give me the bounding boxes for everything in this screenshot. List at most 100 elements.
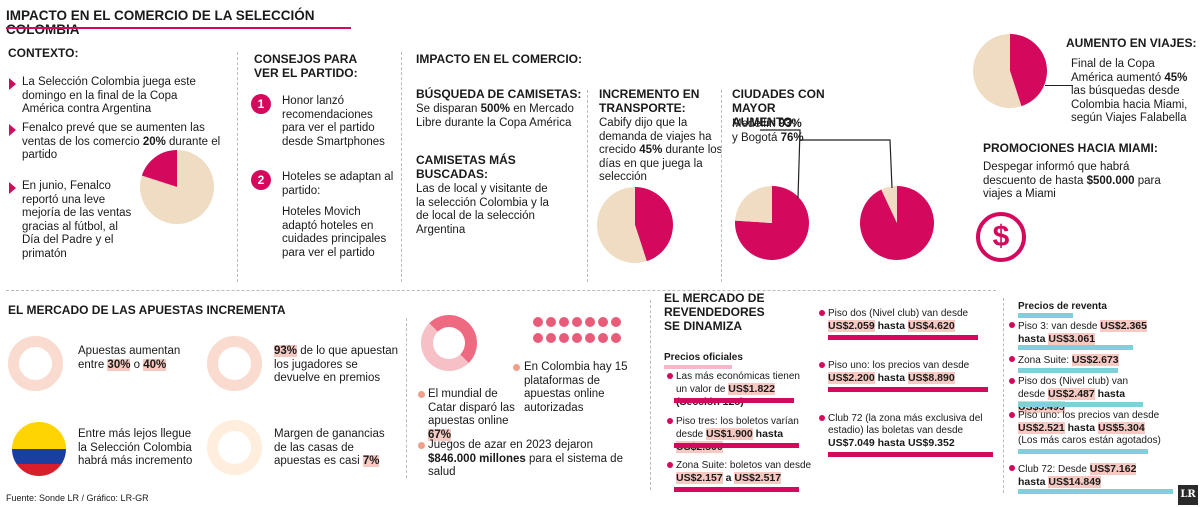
bullet-icon: [819, 415, 825, 421]
leader-lines: [760, 129, 893, 198]
viajes-text: Final de la Copa América aumentó 45% las…: [1071, 58, 1188, 124]
price-bar: [1018, 449, 1148, 454]
precios-reventa-heading: Precios de reventa: [1018, 301, 1107, 312]
ciudades-bogota: y Bogotá 76%: [732, 132, 804, 144]
divider: [650, 300, 651, 490]
divider: [406, 318, 407, 478]
oficial-4: Piso dos (Nivel club) van desde US$2.059…: [828, 308, 969, 332]
pie-slice-20: [141, 150, 177, 187]
pie-slice-7: [881, 186, 897, 223]
donut-chart-icon: [421, 315, 477, 371]
apuestas-7: En Colombia hay 15 plataformas de apuest…: [524, 361, 628, 414]
oficial-3: Zona Suite: boletos van desde US$2.157 a…: [676, 460, 812, 484]
number-badge-2: 2: [251, 170, 271, 190]
bullet-icon: [418, 442, 425, 449]
price-bar: [1018, 489, 1173, 494]
heading-underline: [1018, 313, 1073, 318]
pie-slice-24: [735, 186, 772, 223]
triangle-bullet-icon: [9, 124, 16, 136]
lr-logo: LR: [1178, 485, 1198, 505]
pie-slice-55: [597, 187, 647, 263]
donut-icon: [207, 420, 262, 475]
dots-grid-icon: [533, 317, 621, 343]
consejo-1: Honor lanzó recomendaciones para ver el …: [282, 95, 385, 148]
divider: [401, 52, 402, 282]
price-bar: [674, 398, 794, 403]
divider: [1003, 298, 1004, 493]
apuestas-2: 93% de lo que apuestan los jugadores se …: [274, 345, 399, 384]
price-bar: [1018, 402, 1143, 407]
bullet-icon: [1009, 412, 1015, 418]
apuestas-heading: EL MERCADO DE LAS APUESTAS INCREMENTA: [8, 303, 286, 317]
contexto-item-3: En junio, Fenalco reportó una leve mejor…: [22, 180, 132, 260]
viajes-heading: AUMENTO EN VIAJES:: [1066, 36, 1197, 50]
oficial-5: Piso uno: los precios van desde US$2.200…: [828, 360, 970, 384]
pie-slice-80: [140, 150, 214, 224]
price-bar: [674, 443, 799, 448]
contexto-item-1: La Selección Colombia juega este domingo…: [22, 76, 196, 115]
promos-heading: PROMOCIONES HACIA MIAMI:: [983, 141, 1158, 155]
pie-chart-fenalco: [140, 150, 214, 224]
oficial-2: Piso tres: los boletos varían desde US$1…: [676, 416, 816, 454]
title-underline: [6, 27, 351, 29]
bullet-icon: [819, 362, 825, 368]
pie-chart-viajes: [973, 34, 1047, 108]
price-bar: [828, 452, 993, 457]
source-note: Fuente: Sonde LR / Gráfico: LR-GR: [6, 493, 149, 503]
reventa-1: Piso 3: van desde US$2.365 hasta US$3.06…: [1018, 320, 1147, 345]
pie-chart-bogota: [735, 186, 809, 260]
bullet-icon: [1009, 465, 1015, 471]
bullet-icon: [1009, 322, 1015, 328]
leader-line: [1045, 85, 1073, 86]
apuestas-3: Entre más lejos llegue la Selección Colo…: [78, 428, 193, 467]
camisetas-heading: CAMISETAS MÁS BUSCADAS:: [416, 153, 516, 181]
oficial-1: Las más económicas tienen un valor de US…: [676, 371, 800, 408]
donut-icon: [8, 336, 63, 391]
price-bar: [828, 335, 978, 340]
transporte-text: Cabify dijo que la demanda de viajes ha …: [599, 117, 723, 183]
bullet-icon: [513, 364, 520, 371]
apuestas-5: El mundial de Catar disparó las apuestas…: [428, 388, 515, 441]
bullet-icon: [418, 391, 425, 398]
price-bar: [828, 387, 988, 392]
price-bar: [1018, 345, 1133, 350]
consejo-2-detail: Hoteles Movich adaptó hoteles en cuidade…: [282, 206, 387, 259]
apuestas-4: Margen de ganancias de las casas de apue…: [274, 428, 385, 467]
reventa-5: Club 72: Desde US$7.162 hasta US$14.849: [1018, 463, 1137, 488]
triangle-bullet-icon: [9, 182, 16, 194]
ciudades-medellin: Medellín 93%: [732, 118, 802, 130]
bullet-icon: [667, 373, 673, 379]
page-title: IMPACTO EN EL COMERCIO DE LA SELECCIÓN C…: [6, 8, 315, 37]
transporte-heading: INCREMENTO EN TRANSPORTE:: [599, 87, 700, 115]
busqueda-heading: BÚSQUEDA DE CAMISETAS:: [416, 87, 582, 101]
consejos-heading: CONSEJOS PARA VER EL PARTIDO:: [254, 52, 358, 80]
dollar-icon: $: [976, 212, 1026, 262]
price-bar: [674, 487, 799, 492]
bullet-icon: [819, 310, 825, 316]
bullet-icon: [1009, 378, 1015, 384]
triangle-bullet-icon: [9, 78, 16, 90]
divider: [587, 90, 588, 282]
pie-slice-45: [1010, 34, 1047, 107]
divider: [721, 90, 722, 282]
oficial-6: Club 72 (la zona más exclusiva del estad…: [828, 413, 983, 449]
donut-icon: [207, 336, 262, 391]
pie-slice-55: [973, 34, 1022, 108]
apuestas-1: Apuestas aumentan entre 30% o 40%: [78, 345, 181, 371]
contexto-heading: CONTEXTO:: [8, 46, 79, 60]
contexto-item-2: Fenalco prevé que se aumenten las ventas…: [22, 122, 221, 161]
reventa-heading: EL MERCADO DE REVENDEDORES SE DINAMIZA: [664, 291, 765, 333]
consejo-2: Hoteles se adaptan al partido:: [282, 171, 394, 197]
camisetas-text: Las de local y visitante de la selección…: [416, 183, 549, 236]
price-bar: [1018, 368, 1118, 373]
pie-chart-medellin: [860, 186, 934, 260]
bullet-icon: [1009, 356, 1015, 362]
heading-underline: [664, 365, 732, 369]
promos-text: Despegar informó que habrá descuento de …: [983, 161, 1161, 200]
ciudades-heading: CIUDADES CON MAYOR AUMENTO:: [732, 87, 825, 129]
pie-slice-45: [635, 187, 673, 262]
number-badge-1: 1: [251, 94, 271, 114]
reventa-3: Piso dos (Nivel club) van desde US$2.487…: [1018, 376, 1129, 413]
busqueda-text: Se disparan 500% en Mercado Libre durant…: [416, 103, 574, 129]
pie-chart-transporte: [597, 187, 673, 263]
